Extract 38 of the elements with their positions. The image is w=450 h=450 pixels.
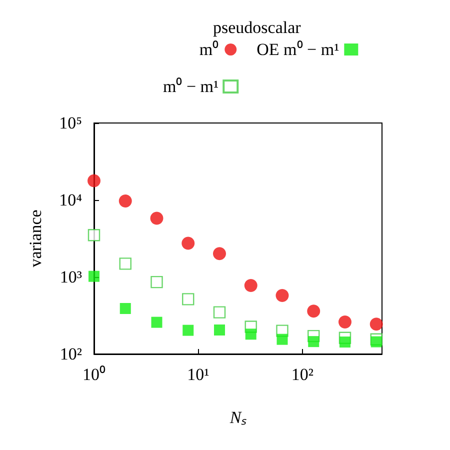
point bbox=[182, 236, 195, 250]
y-axis-title: variance bbox=[26, 210, 45, 268]
point bbox=[370, 318, 383, 331]
point bbox=[213, 306, 226, 318]
point bbox=[276, 334, 288, 345]
point bbox=[182, 293, 194, 306]
y-tick-label: 10⁴ bbox=[59, 190, 82, 210]
point bbox=[151, 316, 162, 328]
legend-label: m⁰ − m¹ bbox=[162, 77, 219, 96]
legend-label: OE m⁰ − m¹ bbox=[256, 40, 340, 59]
point bbox=[338, 316, 352, 329]
point bbox=[88, 270, 100, 282]
point bbox=[119, 258, 132, 270]
point bbox=[182, 324, 194, 336]
point bbox=[214, 324, 225, 336]
point bbox=[245, 328, 256, 340]
point bbox=[307, 304, 320, 318]
y-tick-label: 10⁵ bbox=[59, 114, 82, 132]
point bbox=[88, 174, 100, 188]
legend-label: m⁰ bbox=[199, 40, 219, 59]
point bbox=[244, 279, 258, 292]
point bbox=[150, 276, 163, 288]
point bbox=[150, 212, 164, 225]
point bbox=[370, 336, 382, 348]
y-tick-label: 10³ bbox=[60, 268, 82, 286]
point bbox=[88, 229, 100, 242]
point bbox=[339, 336, 350, 348]
point bbox=[213, 247, 226, 260]
legend-title: pseudoscalar bbox=[213, 18, 302, 37]
point bbox=[308, 336, 320, 348]
point bbox=[118, 194, 132, 208]
x-tick-label: 10⁰ bbox=[82, 365, 106, 384]
x-tick-label: 10¹ bbox=[187, 365, 210, 384]
x-axis-title: Nₛ bbox=[228, 408, 248, 427]
point bbox=[120, 302, 131, 314]
y-tick-label: 10² bbox=[60, 344, 82, 364]
x-tick-label: 10² bbox=[291, 365, 314, 384]
point bbox=[276, 289, 289, 302]
